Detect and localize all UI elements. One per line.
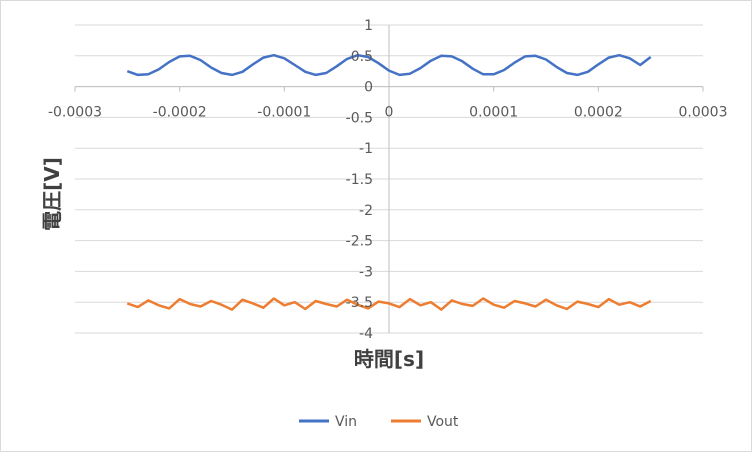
y-tick-label: -1.5 [346,172,373,188]
series-line-vout [126,297,652,311]
y-tick-label: -3.5 [346,295,373,311]
y-tick-labels: 1 0.5 0 -0.5 -1 -1.5 -2 -2.5 -3 -3.5 -4 [346,18,373,342]
y-tick-label: -1 [359,141,373,157]
x-tick-label: 0.0003 [679,105,728,121]
x-tick-label: -0.0002 [153,105,207,121]
y-axis-title: 電圧[V] [40,157,64,231]
x-tick-label: -0.0003 [48,105,102,121]
x-tick-labels: -0.0003 -0.0002 -0.0001 0 0.0001 0.0002 0.0003 [48,105,728,121]
legend-label-vout: Vout [427,414,459,430]
series-lines [126,53,652,311]
series-line-vin [126,53,652,77]
y-tick-label: -2 [359,203,373,219]
axes [74,25,704,333]
legend: Vin Vout [299,414,459,430]
y-tick-label: 1 [364,18,373,34]
x-tick-label: 0.0002 [574,105,623,121]
legend-label-vin: Vin [335,414,357,430]
y-tick-label: -2.5 [346,234,373,250]
y-tick-label: -0.5 [346,110,373,126]
y-tick-label: 0 [364,80,373,96]
y-tick-label: -3 [359,264,373,280]
y-tick-label: -4 [359,326,373,342]
y-tick-label: 0.5 [351,49,373,65]
x-axis-title: 時間[s] [354,347,424,371]
x-tick-label: -0.0001 [257,105,311,121]
x-tick-label: 0.0001 [469,105,518,121]
x-tick-label: 0 [385,105,394,121]
